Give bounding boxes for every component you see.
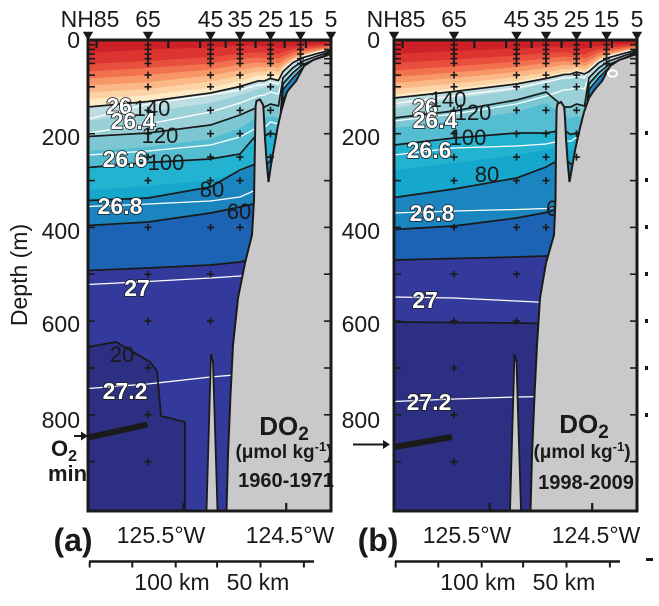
svg-text:124.5°W: 124.5°W	[246, 522, 335, 548]
svg-text:26.6: 26.6	[103, 146, 148, 172]
svg-text:27: 27	[124, 275, 150, 301]
svg-text:60: 60	[227, 199, 251, 224]
svg-text:100 km: 100 km	[440, 569, 515, 595]
svg-text:(a): (a)	[53, 522, 92, 558]
svg-text:26.8: 26.8	[410, 200, 455, 226]
svg-text:400: 400	[342, 218, 380, 244]
svg-text:1960-1971: 1960-1971	[238, 470, 334, 492]
svg-text:100 km: 100 km	[134, 569, 209, 595]
svg-text:65: 65	[135, 6, 161, 32]
svg-text:125.5°W: 125.5°W	[423, 522, 512, 548]
svg-text:25: 25	[564, 6, 590, 32]
svg-text:0: 0	[367, 27, 380, 53]
svg-text:min: min	[48, 461, 87, 486]
svg-text:25: 25	[258, 6, 284, 32]
svg-text:15: 15	[288, 6, 314, 32]
svg-text:140: 140	[430, 87, 467, 112]
svg-text:120: 120	[455, 100, 492, 125]
svg-text:27: 27	[412, 287, 438, 313]
svg-text:80: 80	[475, 162, 499, 187]
svg-text:140: 140	[134, 96, 171, 121]
svg-text:1998-2009: 1998-2009	[538, 472, 634, 494]
svg-text:26.6: 26.6	[407, 137, 452, 163]
svg-text:600: 600	[42, 311, 80, 337]
svg-text:35: 35	[533, 6, 559, 32]
svg-text:50 km: 50 km	[227, 569, 290, 595]
svg-text:80: 80	[200, 177, 224, 202]
svg-text:400: 400	[42, 218, 80, 244]
svg-text:15: 15	[594, 6, 620, 32]
svg-text:45: 45	[198, 6, 224, 32]
svg-text:Depth (m): Depth (m)	[6, 224, 32, 326]
svg-text:50 km: 50 km	[533, 569, 596, 595]
svg-text:200: 200	[42, 124, 80, 150]
svg-text:45: 45	[504, 6, 530, 32]
svg-text:26: 26	[412, 94, 438, 120]
svg-text:26.4: 26.4	[111, 108, 156, 134]
svg-text:(b): (b)	[358, 522, 399, 558]
svg-text:NH85: NH85	[61, 6, 120, 32]
svg-text:26.8: 26.8	[98, 193, 143, 219]
svg-text:125.5°W: 125.5°W	[117, 522, 206, 548]
svg-text:800: 800	[42, 407, 80, 433]
svg-text:800: 800	[342, 407, 380, 433]
svg-text:NH85: NH85	[367, 6, 426, 32]
svg-text:5: 5	[325, 6, 338, 32]
svg-text:27.2: 27.2	[103, 378, 148, 404]
svg-text:124.5°W: 124.5°W	[552, 522, 641, 548]
svg-text:5: 5	[631, 6, 644, 32]
svg-text:100: 100	[148, 150, 185, 175]
svg-text:100: 100	[450, 125, 487, 150]
svg-text:20: 20	[110, 342, 134, 367]
svg-text:65: 65	[441, 6, 467, 32]
svg-text:600: 600	[342, 311, 380, 337]
svg-text:200: 200	[342, 124, 380, 150]
svg-text:26: 26	[106, 93, 132, 119]
svg-text:27.2: 27.2	[407, 389, 452, 415]
svg-text:0: 0	[67, 27, 80, 53]
svg-text:120: 120	[142, 123, 179, 148]
svg-text:26.4: 26.4	[413, 107, 458, 133]
svg-text:35: 35	[227, 6, 253, 32]
